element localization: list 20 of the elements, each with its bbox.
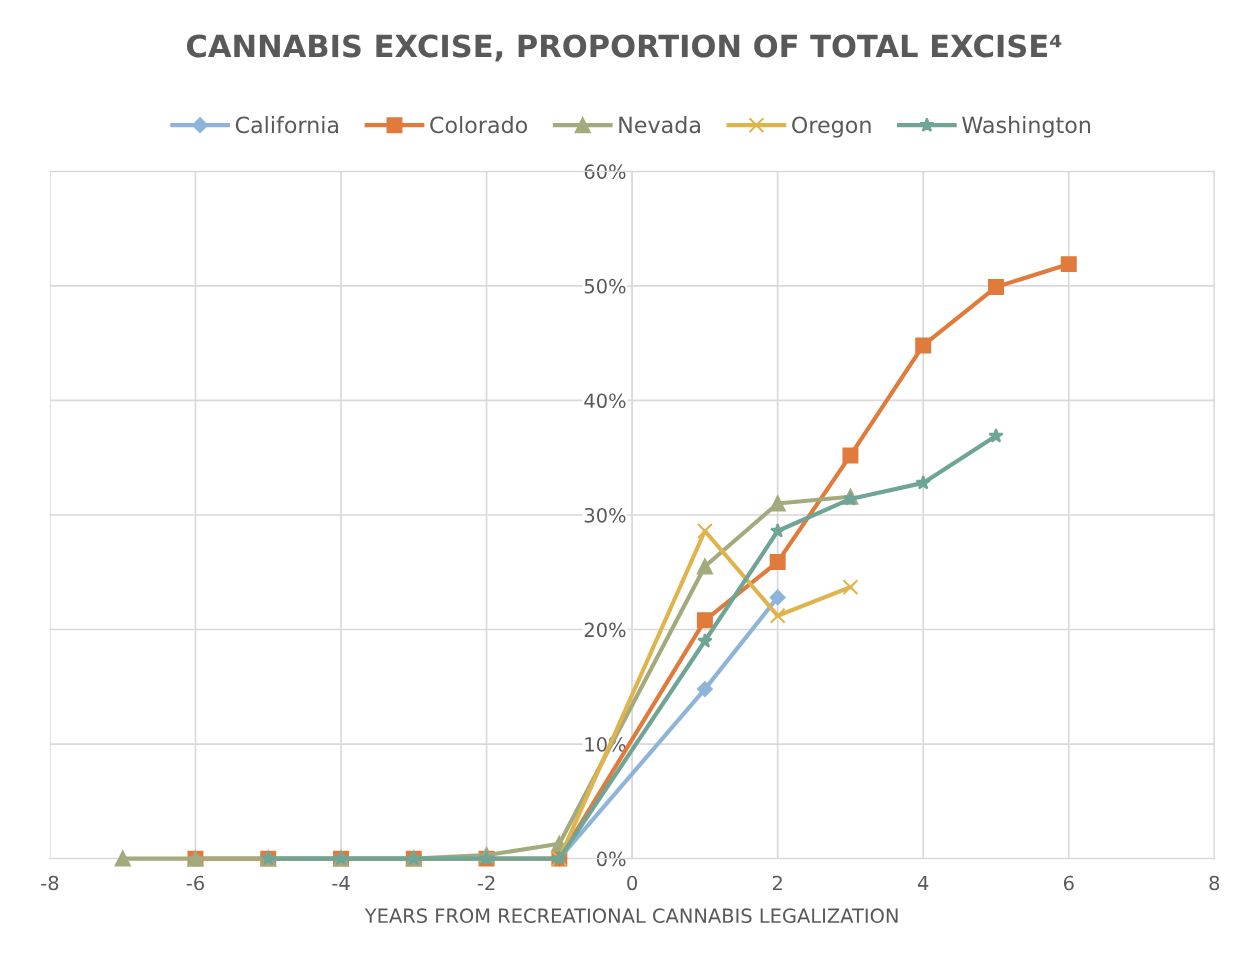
x-tick-label: -8: [41, 875, 59, 891]
x-tick-label: 2: [772, 875, 782, 891]
y-tick-label: 20%: [584, 622, 626, 638]
x-tick-label: 4: [917, 875, 929, 891]
y-tick-label: 40%: [584, 393, 626, 409]
x-tick-label: 8: [1209, 875, 1220, 891]
x-axis-title: YEARS FROM RECREATIONAL CANNABIS LEGALIZATION: [364, 908, 898, 924]
x-tick-label: -6: [186, 875, 204, 891]
legend-label: Oregon: [792, 116, 871, 138]
y-tick-label: 50%: [584, 278, 626, 294]
legend-label: California: [235, 116, 339, 134]
y-tick-label: 30%: [584, 507, 626, 523]
legend-label: Washington: [962, 116, 1091, 138]
legend-label: Nevada: [619, 116, 700, 134]
x-tick-label: -4: [332, 875, 350, 891]
x-tick-label: -2: [477, 875, 495, 891]
x-tick-label: 6: [1063, 875, 1074, 891]
legend-label: Colorado: [430, 116, 528, 134]
chart-title: CANNABIS EXCISE, PROPORTION OF TOTAL EXCISE⁴: [186, 34, 1062, 62]
x-tick-label: 0: [627, 875, 638, 891]
